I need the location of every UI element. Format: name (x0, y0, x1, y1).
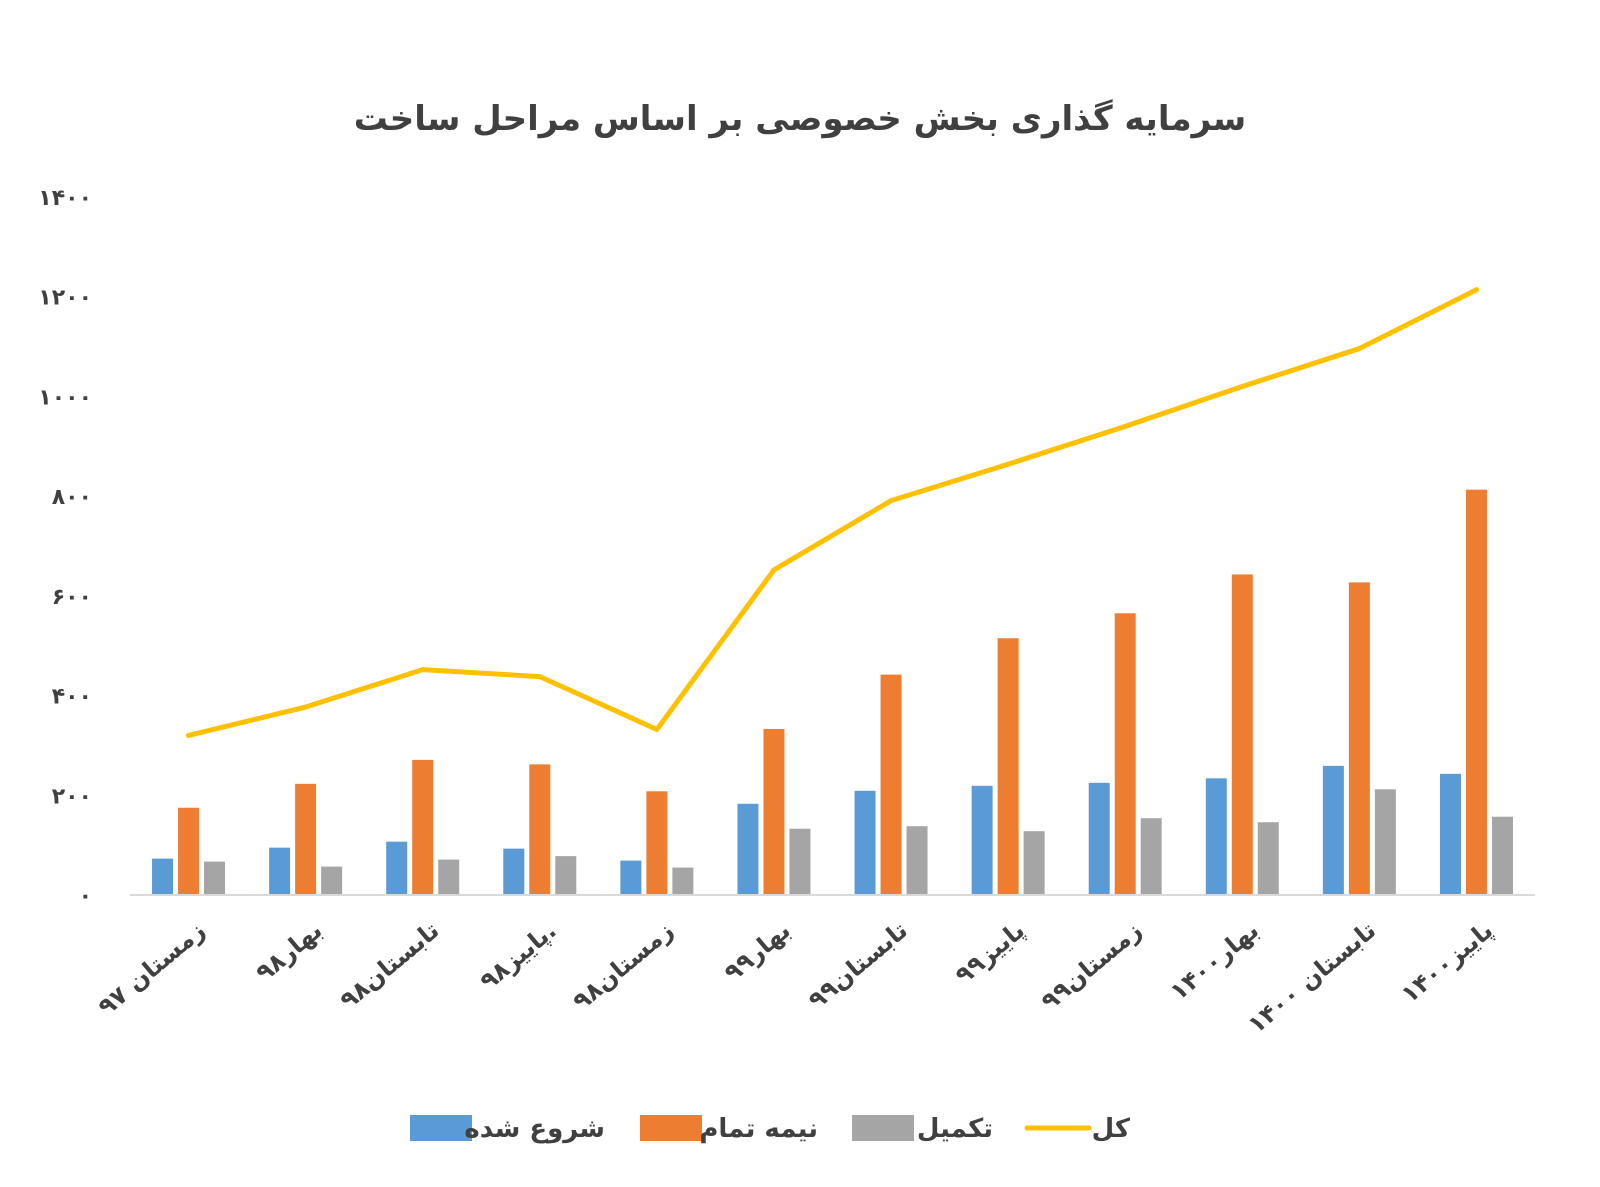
bar-started (1322, 765, 1344, 895)
legend-label: کل (1092, 1114, 1131, 1144)
bar-half-finished (1348, 582, 1370, 895)
x-tick-label: تابستان۹۹ (803, 916, 913, 1015)
total-line-point (771, 567, 777, 573)
legend-item-completed: تکمیل (852, 1114, 993, 1144)
bar-half-finished (997, 638, 1019, 895)
y-tick-label: ۱۲۰۰ (38, 286, 92, 311)
x-tick-label: پاییز۱۴۰۰ (1396, 916, 1499, 1008)
bar-completed (321, 866, 343, 895)
y-tick-label: ۱۰۰۰ (38, 385, 92, 410)
bar-completed (1491, 816, 1513, 895)
total-line-point (1122, 423, 1128, 429)
total-line-layer (186, 287, 1479, 738)
y-tick-label: ۱۴۰۰ (38, 186, 92, 211)
legend-swatch (852, 1115, 914, 1141)
bar-completed (1374, 789, 1396, 895)
bar-completed (789, 828, 811, 895)
total-line-point (654, 726, 660, 732)
bars (152, 489, 1513, 895)
bar-half-finished (412, 759, 434, 895)
total-line-point (186, 732, 192, 738)
x-tick-label: تابستان ۱۴۰۰ (1242, 916, 1381, 1039)
bar-started (1088, 782, 1110, 895)
bar-completed (1023, 831, 1045, 895)
legend: شروع شده نیمه تمام تکمیل کل (410, 1114, 1131, 1144)
bar-started (503, 848, 525, 895)
x-tick-label: زمستان ۹۷ (93, 916, 211, 1021)
bar-started (152, 858, 174, 895)
total-line-point (1473, 287, 1479, 293)
legend-item-total: کل (1024, 1114, 1131, 1144)
bar-completed (438, 859, 460, 895)
legend-swatch (410, 1115, 472, 1141)
bar-started (1205, 778, 1227, 895)
bar-started (269, 847, 291, 895)
x-tick-label: بهار۹۸ (251, 916, 328, 987)
y-tick-label: ۰ (79, 884, 92, 909)
total-line (186, 287, 1479, 738)
bar-completed (906, 826, 928, 895)
bar-half-finished (529, 764, 551, 895)
x-tick-label: بهار۱۴۰۰ (1165, 916, 1264, 1006)
bar-completed (555, 856, 577, 895)
y-tick-label: ۴۰۰ (52, 685, 92, 710)
bar-started (1439, 773, 1461, 895)
bar-half-finished (295, 783, 317, 895)
legend-label: شروع شده (464, 1114, 605, 1144)
y-axis-labels: ۰ ۲۰۰ ۴۰۰ ۶۰۰ ۸۰۰ ۱۰۰۰ ۱۲۰۰ ۱۴۰۰ (38, 186, 92, 909)
bar-completed (1257, 822, 1279, 895)
x-tick-label: تابستان۹۸ (335, 916, 445, 1015)
total-line-point (1239, 383, 1245, 389)
x-tick-label: بهار۹۹ (719, 916, 796, 987)
y-tick-label: ۲۰۰ (52, 784, 92, 809)
bar-completed (204, 861, 226, 895)
bar-started (737, 803, 759, 895)
bar-half-finished (763, 728, 785, 895)
bar-half-finished (1114, 613, 1136, 895)
total-line-point (420, 667, 426, 673)
bar-half-finished (178, 807, 200, 895)
legend-label: نیمه تمام (699, 1114, 818, 1144)
total-line-point (888, 498, 894, 504)
bar-started (386, 841, 408, 895)
x-tick-label: پاییز۹۸. (475, 916, 562, 995)
total-line-point (303, 704, 309, 710)
legend-swatch (640, 1115, 702, 1141)
bar-completed (672, 867, 694, 895)
bar-half-finished (1465, 489, 1487, 895)
total-line-point (1356, 346, 1362, 352)
total-line-point (1005, 461, 1011, 467)
bar-started (854, 790, 876, 895)
y-tick-label: ۶۰۰ (52, 585, 92, 610)
bar-started (971, 785, 993, 895)
bar-half-finished (1231, 574, 1253, 895)
legend-item-started: شروع شده (410, 1114, 605, 1144)
total-line-point (537, 674, 543, 680)
bar-half-finished (880, 674, 902, 895)
bar-half-finished (646, 791, 668, 895)
x-tick-label: زمستان۹۹ (1036, 916, 1147, 1016)
bar-completed (1140, 818, 1162, 895)
x-tick-label: زمستان۹۸ (568, 916, 679, 1016)
bar-started (620, 860, 642, 895)
legend-item-half-finished: نیمه تمام (640, 1114, 818, 1144)
legend-label: تکمیل (917, 1114, 993, 1144)
chart-title: سرمایه گذاری بخش خصوصی بر اساس مراحل ساخ… (354, 99, 1246, 139)
y-tick-label: ۸۰۰ (52, 485, 92, 510)
x-tick-label: پاییز۹۹ (950, 916, 1030, 990)
